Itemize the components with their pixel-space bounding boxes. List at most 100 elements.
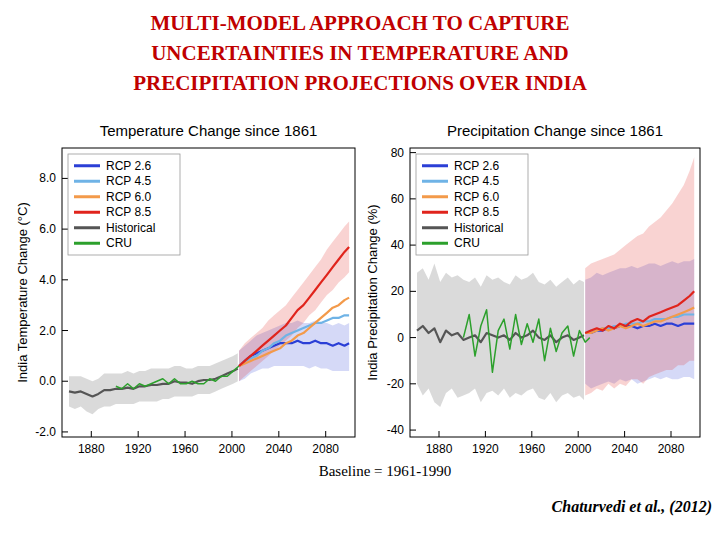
- x-tick-label: 2040: [265, 442, 292, 456]
- legend-label: CRU: [106, 236, 132, 250]
- y-tick-label: -40: [387, 423, 405, 437]
- series-line: [239, 247, 349, 366]
- x-tick-label: 2080: [658, 442, 685, 456]
- uncertainty-band: [417, 264, 584, 407]
- legend-label: RCP 6.0: [106, 190, 151, 204]
- series-line: [463, 310, 589, 373]
- y-tick-label: 4.0: [39, 273, 56, 287]
- y-tick: [410, 152, 416, 153]
- series-line: [585, 291, 694, 333]
- y-tick-label: 0: [397, 331, 404, 345]
- y-tick: [62, 279, 68, 280]
- series-line: [417, 326, 584, 342]
- legend-box: [416, 154, 528, 255]
- legend-swatch: [74, 180, 100, 183]
- legend-swatch: [74, 242, 100, 245]
- x-tick: [325, 431, 326, 437]
- x-tick-label: 1960: [172, 442, 199, 456]
- legend-label: RCP 2.6: [106, 159, 151, 173]
- legend-label: RCP 2.6: [454, 159, 499, 173]
- legend-swatch: [74, 164, 100, 167]
- page-title: PRECIPITATION PROJECTIONS OVER INDIA: [133, 71, 588, 95]
- x-tick-label: 1880: [78, 442, 105, 456]
- y-axis-label: India Temperature Change (°C): [15, 202, 30, 383]
- source-note: Chaturvedi et al., (2012): [552, 498, 712, 516]
- y-tick: [62, 178, 68, 179]
- legend-label: RCP 4.5: [106, 174, 151, 188]
- series-line: [239, 298, 349, 366]
- x-tick: [138, 431, 139, 437]
- y-tick-label: 0.0: [39, 374, 56, 388]
- legend-label: RCP 8.5: [454, 205, 499, 219]
- y-tick: [410, 337, 416, 338]
- x-tick: [278, 431, 279, 437]
- chart-title: Temperature Change since 1861: [100, 122, 318, 139]
- series-line: [239, 341, 349, 366]
- chart: Precipitation Change since 1861 India Pre…: [365, 122, 701, 456]
- y-tick-label: 2.0: [39, 324, 56, 338]
- legend-label: RCP 4.5: [454, 174, 499, 188]
- y-tick-label: -20: [387, 377, 405, 391]
- x-tick: [578, 431, 579, 437]
- legend-label: Historical: [106, 221, 155, 235]
- y-tick-label: 80: [391, 146, 405, 160]
- y-tick-label: 6.0: [39, 222, 56, 236]
- legend-swatch: [422, 211, 448, 214]
- legend-swatch: [422, 242, 448, 245]
- y-tick-label: 60: [391, 192, 405, 206]
- x-tick: [231, 431, 232, 437]
- y-tick-label: 20: [391, 284, 405, 298]
- x-tick-label: 1920: [125, 442, 152, 456]
- y-tick-label: 40: [391, 238, 405, 252]
- x-tick: [439, 431, 440, 437]
- series-line: [116, 364, 244, 389]
- y-tick-label: -2.0: [35, 425, 56, 439]
- page: MULTI-MODEL APPROACH TO CAPTURE UNCERTAIN…: [0, 0, 720, 540]
- x-tick: [624, 431, 625, 437]
- x-tick: [91, 431, 92, 437]
- legend-box: [68, 154, 180, 255]
- x-tick: [671, 431, 672, 437]
- legend: RCP 2.6RCP 4.5 RCP 6.0RCP 8.5 HistoricalCR…: [416, 154, 528, 255]
- x-tick: [485, 431, 486, 437]
- legend-swatch: [422, 226, 448, 229]
- y-tick: [62, 381, 68, 382]
- y-tick: [410, 245, 416, 246]
- legend-swatch: [422, 195, 448, 198]
- legend-swatch: [74, 226, 100, 229]
- x-tick-label: 2000: [219, 442, 246, 456]
- x-tick: [185, 431, 186, 437]
- page-title: MULTI-MODEL APPROACH TO CAPTURE: [150, 11, 569, 35]
- legend-label: CRU: [454, 236, 480, 250]
- x-tick-label: 1920: [472, 442, 499, 456]
- plot-frame: [62, 148, 355, 437]
- legend-label: RCP 6.0: [454, 190, 499, 204]
- legend-swatch: [74, 211, 100, 214]
- y-axis-label: India Precipitation Change (%): [365, 204, 380, 380]
- x-tick: [531, 431, 532, 437]
- uncertainty-band: [585, 157, 694, 395]
- y-tick-label: 8.0: [39, 171, 56, 185]
- baseline-note: Baseline = 1961-1990: [319, 463, 452, 479]
- x-tick-label: 2080: [312, 442, 339, 456]
- legend: RCP 2.6RCP 4.5 RCP 6.0RCP 8.5 HistoricalCR…: [68, 154, 180, 255]
- legend-label: RCP 8.5: [106, 205, 151, 219]
- uncertainty-band: [239, 222, 349, 382]
- plot-frame: [410, 148, 700, 437]
- page-title: UNCERTAINTIES IN TEMPERATURE AND: [151, 41, 569, 65]
- chart: Temperature Change since 1861 India Tempe…: [15, 122, 356, 456]
- x-tick-label: 2040: [611, 442, 638, 456]
- x-tick-label: 1960: [518, 442, 545, 456]
- x-tick-label: 1880: [426, 442, 453, 456]
- y-tick: [410, 198, 416, 199]
- legend-swatch: [422, 180, 448, 183]
- y-tick: [410, 430, 416, 431]
- legend-label: Historical: [454, 221, 503, 235]
- y-tick: [62, 229, 68, 230]
- y-tick: [62, 431, 68, 432]
- legend-swatch: [422, 164, 448, 167]
- y-tick: [410, 291, 416, 292]
- chart-title: Precipitation Change since 1861: [447, 122, 663, 139]
- y-tick: [410, 383, 416, 384]
- y-tick: [62, 330, 68, 331]
